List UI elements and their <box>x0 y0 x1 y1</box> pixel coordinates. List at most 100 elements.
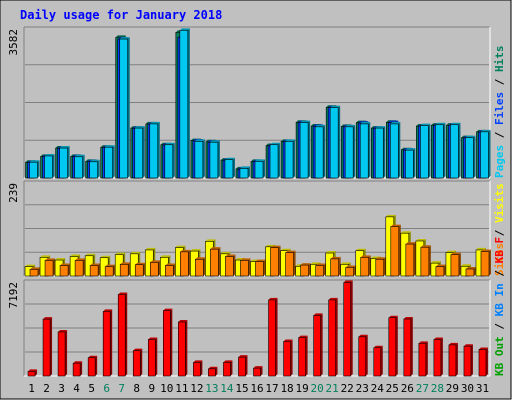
bar-top-visits-day-30 <box>460 264 471 267</box>
bar-top-sites-day-5 <box>90 263 101 266</box>
bar-sites-day-1 <box>29 269 39 277</box>
bar-side-sites-day-21 <box>338 256 341 276</box>
bar-side-sites-day-9 <box>158 260 161 276</box>
day-label-21: 21 <box>326 382 339 395</box>
bar-side-pages-day-26 <box>413 148 416 178</box>
bar-kb-f-day-10 <box>163 310 171 377</box>
legend-separator: / <box>493 316 506 336</box>
bar-side-kb-f-day-20 <box>320 313 323 376</box>
bar-top-pages-day-14 <box>224 157 235 160</box>
day-label-8: 8 <box>133 382 140 395</box>
bar-top-visits-day-22 <box>340 262 351 265</box>
bar-kb-f-day-11 <box>178 321 186 377</box>
legend-separator: / <box>493 125 506 145</box>
day-label-15: 15 <box>235 382 248 395</box>
bar-kb-f-day-30 <box>463 345 472 377</box>
bar-top-sites-day-9 <box>150 260 161 263</box>
bar-side-sites-day-26 <box>413 242 416 276</box>
legend-separator: / <box>493 72 506 92</box>
bar-top-visits-day-11 <box>175 245 186 248</box>
bar-top-sites-day-22 <box>345 265 356 268</box>
day-label-19: 19 <box>295 382 308 395</box>
bar-side-kb-f-day-16 <box>260 366 263 376</box>
bar-side-kb-f-day-7 <box>125 292 128 376</box>
bar-side-pages-day-17 <box>278 142 281 178</box>
bar-top-kb-f-day-12 <box>193 360 203 363</box>
bar-side-kb-f-day-4 <box>80 361 83 376</box>
day-label-20: 20 <box>311 382 324 395</box>
day-label-11: 11 <box>175 382 188 395</box>
bar-sites-day-16 <box>255 261 264 277</box>
bar-top-visits-day-7 <box>115 252 126 255</box>
bar-side-pages-day-12 <box>202 139 205 178</box>
bar-pages-day-24 <box>374 127 384 179</box>
bar-side-kb-f-day-26 <box>410 317 413 376</box>
bar-top-sites-day-26 <box>405 242 416 245</box>
bar-top-sites-day-14 <box>225 254 236 257</box>
bar-side-sites-day-30 <box>473 266 476 276</box>
bar-side-kb-f-day-1 <box>35 369 38 376</box>
bar-sites-day-14 <box>225 256 234 277</box>
bar-kb-f-day-4 <box>72 362 81 377</box>
bar-pages-day-11 <box>179 30 189 179</box>
bar-side-sites-day-3 <box>68 263 71 276</box>
panel-top: 3582 Pages / Files / Hits <box>7 26 506 179</box>
bar-side-pages-day-16 <box>263 159 265 178</box>
bar-top-sites-day-10 <box>165 263 176 266</box>
panel-top-legend: Pages / Files / Hits <box>493 46 506 179</box>
day-label-3: 3 <box>58 382 65 395</box>
day-label-18: 18 <box>280 382 293 395</box>
bar-side-kb-f-day-31 <box>485 347 488 376</box>
bar-kb-f-day-19 <box>298 337 306 377</box>
day-label-23: 23 <box>356 382 369 395</box>
bar-top-kb-f-day-27 <box>418 341 428 344</box>
bar-sites-day-8 <box>134 264 144 277</box>
bar-pages-day-30 <box>465 137 474 179</box>
bar-side-sites-day-6 <box>113 264 116 276</box>
bar-side-sites-day-31 <box>488 249 491 276</box>
bar-top-kb-f-day-30 <box>463 344 473 347</box>
day-label-24: 24 <box>371 382 385 395</box>
bar-side-sites-day-5 <box>98 263 101 276</box>
bar-pages-day-27 <box>420 125 429 179</box>
bar-kb-f-day-31 <box>478 349 487 377</box>
bar-side-sites-day-16 <box>263 259 266 276</box>
bar-top-visits-day-5 <box>85 253 96 256</box>
bar-top-sites-day-28 <box>435 264 446 267</box>
day-label-27: 27 <box>416 382 429 395</box>
legend-entry-files: Files <box>493 92 506 125</box>
bar-side-kb-f-day-11 <box>185 320 188 376</box>
panel-middle-ymax-label: 239 <box>7 183 20 203</box>
bar-sites-day-9 <box>149 262 159 277</box>
bar-top-sites-day-24 <box>375 257 386 260</box>
bar-top-kb-f-day-19 <box>298 335 308 338</box>
bar-top-pages-day-8 <box>134 126 145 129</box>
bar-pages-day-13 <box>209 141 219 179</box>
bar-side-sites-day-1 <box>38 267 41 276</box>
bar-pages-day-9 <box>149 123 159 179</box>
bar-sites-day-25 <box>390 226 400 277</box>
bar-top-visits-day-18 <box>280 248 291 251</box>
bar-top-sites-day-4 <box>75 258 86 261</box>
bar-side-kb-f-day-30 <box>470 344 473 376</box>
bar-top-pages-day-6 <box>104 145 115 148</box>
bar-sites-day-7 <box>119 264 129 277</box>
bar-pages-day-15 <box>239 168 249 179</box>
bar-sites-day-12 <box>195 258 204 277</box>
bar-kb-f-day-27 <box>418 343 427 377</box>
bar-side-kb-f-day-25 <box>395 315 398 376</box>
bar-kb-f-day-24 <box>373 347 382 377</box>
bar-sites-day-26 <box>405 243 415 277</box>
bar-top-sites-day-17 <box>270 245 281 248</box>
bar-side-pages-day-3 <box>67 146 70 178</box>
panel-middle-legend: Sites / Visits <box>493 183 506 276</box>
bar-pages-day-12 <box>194 141 204 179</box>
day-label-7: 7 <box>118 382 125 395</box>
bar-top-sites-day-16 <box>255 259 266 262</box>
bar-top-sites-day-2 <box>45 258 56 261</box>
bar-sites-day-15 <box>240 260 249 277</box>
bar-sites-day-3 <box>59 265 69 277</box>
bar-top-pages-day-29 <box>450 122 461 125</box>
